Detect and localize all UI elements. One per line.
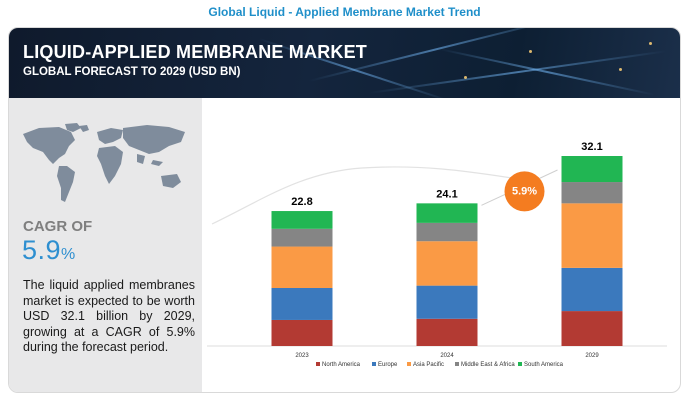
legend-label-middle-east-and-africa: Middle East & Africa [461,362,515,368]
banner-light-streak [438,48,655,96]
left-panel: CAGR OF 5.9% The liquid applied membrane… [9,98,202,392]
cagr-unit: % [61,246,76,263]
world-map-icon [23,123,185,202]
bar-segment-south-america-2023 [271,211,333,229]
banner-spark [619,68,622,71]
stacked-bar-chart: 22.8 2023 24.1 2024 32.1 2029 5.9% North Amer… [207,141,667,368]
bar-segment-south-america-2029 [561,156,623,183]
banner-spark [464,76,467,79]
bar-segment-asia-pacific-2029 [561,203,623,268]
legend-label-asia-pacific: Asia Pacific [413,362,444,368]
x-tick-label-2029: 2029 [585,353,599,359]
bar-total-label-2024: 24.1 [436,188,457,200]
x-tick-label-2023: 2023 [295,353,309,359]
bar-segment-asia-pacific-2024 [416,241,478,286]
legend-label-north-america: North America [322,362,361,368]
bar-segment-europe-2024 [416,285,478,319]
bar-total-label-2023: 22.8 [291,196,312,208]
legend-swatch-south-america [518,362,522,366]
bar-segment-north-america-2024 [416,318,478,346]
bar-segment-europe-2023 [271,287,333,320]
cagr-label: CAGR OF [23,218,93,235]
cagr-value: 5.9% [22,235,76,266]
x-tick-label-2024: 2024 [440,353,454,359]
legend-swatch-europe [372,362,376,366]
bar-total-label-2029: 32.1 [581,141,602,153]
banner-title: LIQUID-APPLIED MEMBRANE MARKET [23,42,367,62]
cagr-number: 5.9 [22,235,62,265]
bar-segment-middle-east-and-africa-2024 [416,222,478,242]
banner-spark [529,50,532,53]
bar-segment-middle-east-and-africa-2029 [561,182,623,204]
bar-segment-middle-east-and-africa-2023 [271,228,333,247]
infographic-card: LIQUID-APPLIED MEMBRANE MARKET GLOBAL FO… [8,27,681,393]
legend-swatch-north-america [316,362,320,366]
banner: LIQUID-APPLIED MEMBRANE MARKET GLOBAL FO… [9,28,680,98]
page-title: Global Liquid - Applied Membrane Market … [208,5,481,19]
decorative-trend-curve [211,166,513,225]
chart-area: 22.8 2023 24.1 2024 32.1 2029 5.9% North Amer… [202,98,680,392]
cagr-badge-circle [504,171,545,212]
bar-segment-north-america-2029 [561,311,623,346]
banner-spark [649,42,652,45]
bar-segment-north-america-2023 [271,319,333,346]
legend-swatch-middle-east-and-africa [455,362,459,366]
market-description: The liquid applied membranes market is e… [23,278,195,354]
legend-label-europe: Europe [378,362,398,368]
bar-segment-europe-2029 [561,267,623,312]
banner-subtitle: GLOBAL FORECAST TO 2029 (USD BN) [23,66,241,78]
bar-segment-asia-pacific-2023 [271,246,333,288]
legend-label-south-america: South America [524,362,564,368]
bar-segment-south-america-2024 [416,203,478,223]
cagr-badge: 5.9% [504,171,545,212]
cagr-badge-label: 5.9% [512,185,537,197]
legend-swatch-asia-pacific [407,362,411,366]
